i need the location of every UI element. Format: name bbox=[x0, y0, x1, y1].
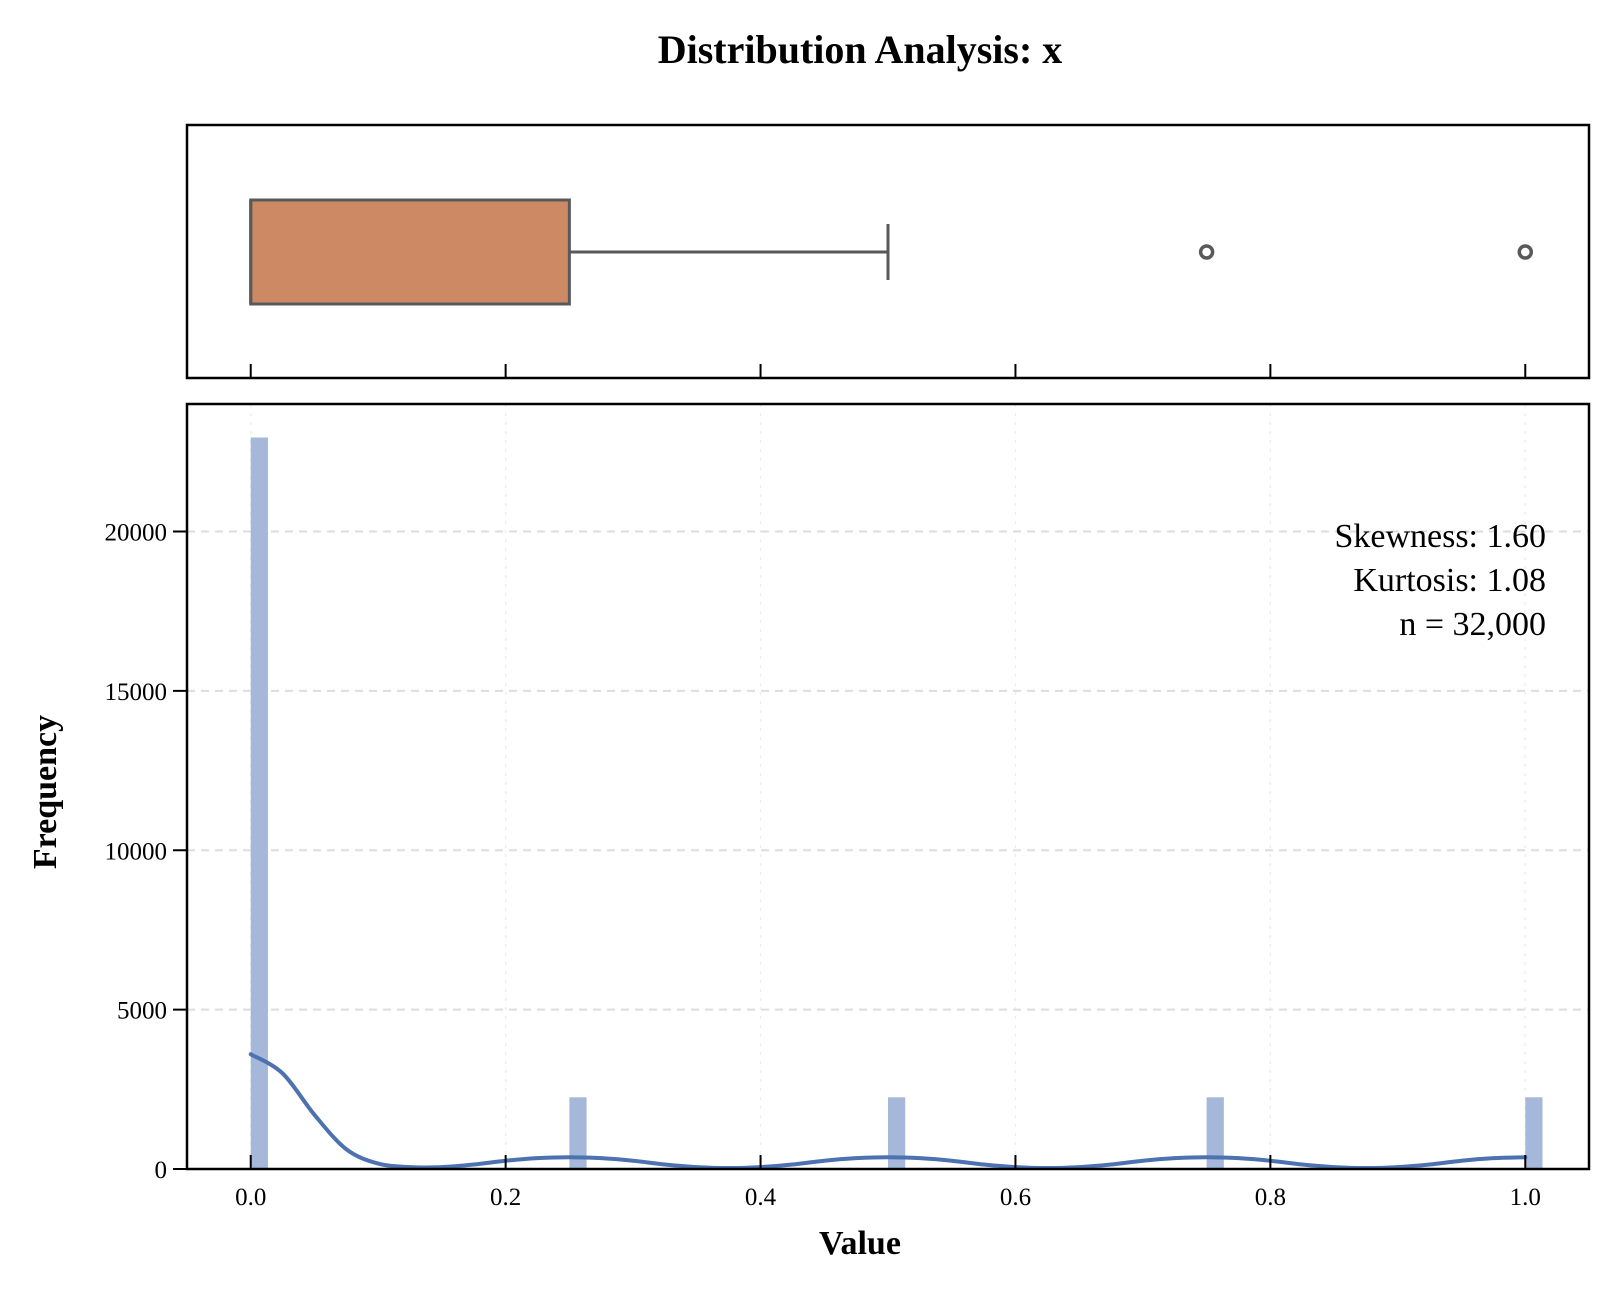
x-tick-label: 0.2 bbox=[490, 1184, 521, 1211]
histogram-bar bbox=[888, 1097, 906, 1169]
skewness-text: Skewness: 1.60 bbox=[1334, 518, 1546, 555]
boxplot-outlier bbox=[1517, 244, 1534, 260]
y-axis-label: Frequency bbox=[27, 715, 64, 869]
histogram-bar bbox=[1206, 1097, 1224, 1169]
x-tick-label: 0.6 bbox=[1000, 1184, 1031, 1211]
y-tick-label: 15000 bbox=[105, 679, 168, 706]
histogram-panel: 0.0 0.2 0.4 0.6 0.8 1.0 0 5000 10000 15000 20000 bbox=[105, 402, 1591, 1211]
x-tick-label: 0.4 bbox=[745, 1184, 777, 1211]
y-tick-label: 10000 bbox=[105, 838, 168, 865]
boxplot-frame bbox=[185, 123, 1591, 380]
boxplot-box bbox=[249, 198, 571, 306]
x-tick-label: 0.8 bbox=[1255, 1184, 1286, 1211]
histogram-bar bbox=[569, 1097, 587, 1169]
sample-size-text: n = 32,000 bbox=[1399, 606, 1546, 643]
x-axis-label: Value bbox=[819, 1225, 901, 1262]
x-tick-label: 1.0 bbox=[1510, 1184, 1541, 1211]
chart-title: Distribution Analysis: x bbox=[658, 27, 1063, 72]
histogram-bar bbox=[1525, 1097, 1543, 1169]
histogram-frame bbox=[185, 402, 1591, 1171]
boxplot-panel bbox=[185, 123, 1591, 380]
histogram-bar bbox=[250, 437, 268, 1169]
kde-line bbox=[248, 1052, 1528, 1171]
stats-annotation: Skewness: 1.60 Kurtosis: 1.08 n = 32,000 bbox=[1334, 518, 1546, 643]
y-tick-label: 20000 bbox=[105, 520, 168, 547]
kurtosis-text: Kurtosis: 1.08 bbox=[1353, 562, 1546, 599]
y-tick-label: 0 bbox=[155, 1157, 168, 1184]
y-tick-label: 5000 bbox=[117, 998, 167, 1025]
x-tick-label: 0.0 bbox=[235, 1184, 266, 1211]
boxplot-outlier bbox=[1198, 244, 1215, 260]
